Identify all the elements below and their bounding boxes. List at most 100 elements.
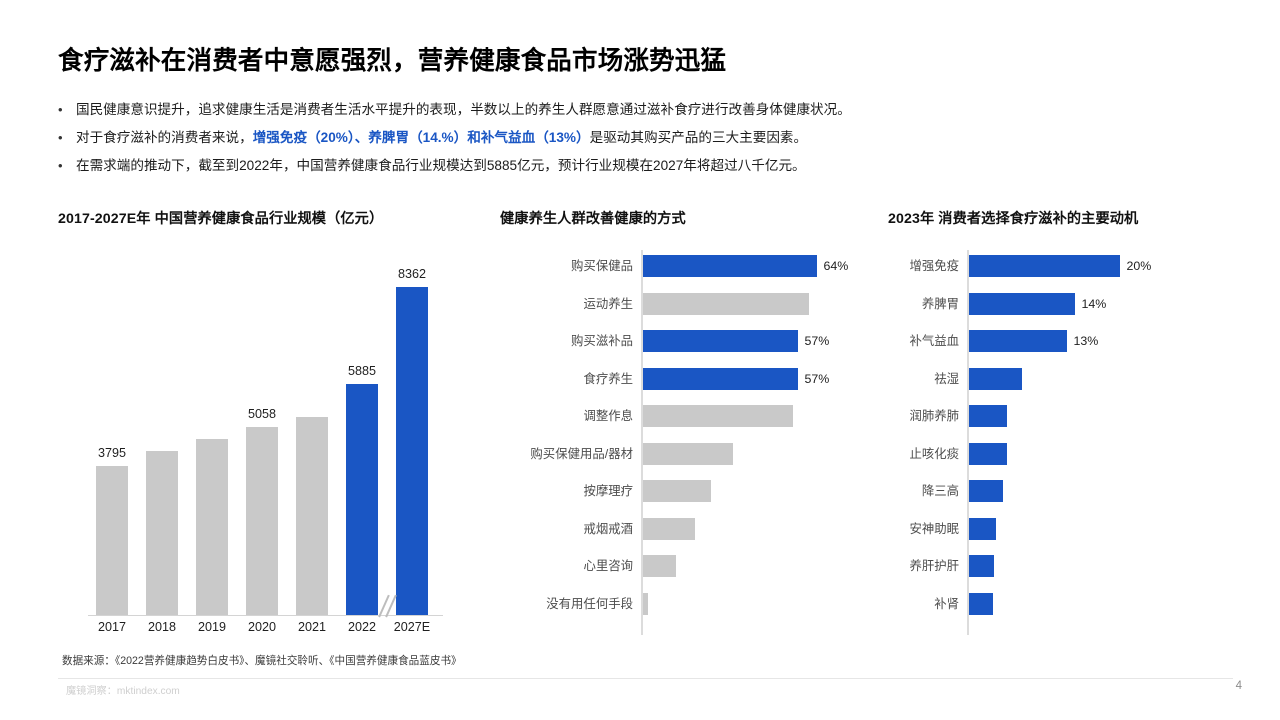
bar-category-label: 运动养生 [583, 296, 633, 311]
bar-value-label: 20% [1126, 259, 1152, 273]
column-value-label: 5885 [347, 364, 377, 378]
horizontal-bar [642, 555, 676, 577]
chart-panel-industry-scale: 2017-2027E年 中国营养健康食品行业规模（亿元） 3795 5058 588… [58, 208, 478, 642]
bar-category-label: 止咳化痰 [909, 446, 959, 461]
column-bar [96, 466, 128, 615]
axis-break-icon [378, 594, 400, 620]
bar-category-label: 增强免疫 [909, 259, 959, 273]
bullet-segment: 国民健康意识提升，追求健康生活是消费者生活水平提升的表现，半数以上的养生人群愿意… [76, 102, 851, 117]
bullet-text: 国民健康意识提升，追求健康生活是消费者生活水平提升的表现，半数以上的养生人群愿意… [76, 96, 1238, 124]
footer-divider [58, 678, 1233, 679]
bullet-marker-icon: • [58, 158, 63, 173]
bar-category-label: 调整作息 [583, 409, 633, 423]
bar-category-label: 戒烟戒酒 [583, 521, 633, 536]
horizontal-bar [642, 592, 648, 615]
bar-value-label: 13% [1073, 334, 1099, 348]
horizontal-bar [968, 442, 1007, 465]
chart-panel-motivations: 2023年 消费者选择食疗滋补的主要动机 增强免疫 20% 养脾胃 14% 补气益血 13… [888, 208, 1268, 639]
x-axis-tick-label: 2027E [393, 620, 431, 634]
bar-value-label: 14% [1081, 296, 1107, 311]
bullet-segment: 在需求端的推动下，截至到2022年，中国营养健康食品行业规模达到5885亿元，预… [76, 158, 806, 173]
bullet-text: 在需求端的推动下，截至到2022年，中国营养健康食品行业规模达到5885亿元，预… [76, 152, 1238, 180]
horizontal-bar [642, 367, 798, 390]
column-value-label: 5058 [247, 407, 277, 421]
chart-panel-health-methods: 健康养生人群改善健康的方式 购买保健品 64% 运动养生购买滋补品 57% 食疗养生 57… [500, 208, 880, 639]
x-axis-tick-label: 2021 [297, 620, 327, 634]
horizontal-bar [968, 405, 1007, 427]
bullet-segment: 对于食疗滋补的消费者来说， [76, 130, 253, 145]
bar-category-label: 降三高 [921, 484, 959, 498]
column-chart-plot: 3795 5058 5885 8362 [58, 242, 458, 618]
bar-category-label: 安神助眠 [909, 521, 959, 536]
horizontal-bar [642, 330, 798, 352]
column-bar [246, 427, 278, 615]
column-bar [146, 451, 178, 615]
bar-category-label: 按摩理疗 [583, 484, 633, 498]
column-bar [346, 384, 378, 615]
x-axis-tick-label: 2020 [247, 620, 277, 634]
footer-brand: 魔镜洞察：mktindex.com [66, 686, 180, 697]
x-axis-tick-label: 2022 [347, 620, 377, 634]
column-value-label: 8362 [397, 267, 427, 281]
x-axis-tick-label: 2017 [97, 620, 127, 634]
horizontal-bar [968, 292, 1075, 315]
chart-title-motivations: 2023年 消费者选择食疗滋补的主要动机 [888, 211, 1139, 227]
horizontal-bar [968, 517, 996, 540]
horizontal-bar [968, 255, 1120, 277]
source-note: 数据来源：《2022营养健康趋势白皮书》、魔镜社交聆听、《中国营养健康食品蓝皮书… [62, 655, 462, 667]
bar-category-label: 养肝护肝 [909, 559, 959, 573]
horizontal-bar [642, 517, 695, 540]
bullet-segment: 是驱动其购买产品的三大主要因素。 [589, 130, 808, 145]
bar-value-label: 64% [823, 259, 849, 273]
bullet-highlight: 增强免疫（20%）、养脾胃（14.%）和补气益血（13%） [252, 130, 590, 145]
x-axis-tick-label: 2019 [197, 620, 227, 634]
chart-title-health-methods: 健康养生人群改善健康的方式 [500, 211, 686, 227]
bar-category-label: 食疗养生 [583, 371, 633, 386]
page-number: 4 [1235, 680, 1242, 692]
bullet-marker-icon: • [58, 102, 63, 117]
horizontal-bar [642, 405, 793, 427]
y-axis-line [641, 250, 643, 635]
x-axis-labels: 2017 2018 2019 2020 2021 2022 2027E [58, 620, 458, 642]
horizontal-bar [642, 255, 817, 277]
x-axis-line [88, 614, 443, 616]
bar-category-label: 购买保健品 [571, 259, 633, 273]
horizontal-bar [968, 480, 1003, 502]
bar-value-label: 57% [804, 334, 830, 348]
bullet-item: • 国民健康意识提升，追求健康生活是消费者生活水平提升的表现，半数以上的养生人群愿… [58, 96, 1238, 124]
horizontal-bar [642, 480, 711, 502]
page-title: 食疗滋补在消费者中意愿强烈，营养健康食品市场涨势迅猛 [58, 47, 727, 75]
bullet-list: • 国民健康意识提升，追求健康生活是消费者生活水平提升的表现，半数以上的养生人群愿… [58, 96, 1238, 180]
horizontal-bar [968, 330, 1067, 352]
column-bar [296, 417, 328, 615]
horizontal-bar [642, 292, 809, 315]
bullet-marker-icon: • [58, 130, 63, 145]
horizontal-bar [642, 442, 733, 465]
column-chart: 3795 5058 5885 8362 2017 2018 2019 2020 2021 202… [58, 242, 458, 642]
bar-category-label: 购买保健用品/器材 [530, 446, 633, 461]
bullet-item: • 在需求端的推动下，截至到2022年，中国营养健康食品行业规模达到5885亿元，… [58, 152, 1238, 180]
bar-category-label: 祛湿 [934, 371, 959, 386]
horizontal-bar-chart-health-methods: 购买保健品 64% 运动养生购买滋补品 57% 食疗养生 57% 调整作息购买保健用品/器材… [500, 250, 880, 639]
bullet-text: 对于食疗滋补的消费者来说，增强免疫（20%）、养脾胃（14.%）和补气益血（13… [76, 124, 1238, 152]
column-bar [396, 287, 428, 615]
bar-category-label: 没有用任何手段 [546, 596, 633, 611]
bar-value-label: 57% [804, 371, 830, 386]
bar-category-label: 补气益血 [909, 334, 959, 348]
bullet-item: • 对于食疗滋补的消费者来说，增强免疫（20%）、养脾胃（14.%）和补气益血（1… [58, 124, 1238, 152]
bar-category-label: 补肾 [934, 596, 959, 611]
bar-category-label: 润肺养肺 [909, 409, 959, 423]
horizontal-bar [968, 555, 994, 577]
bar-category-label: 养脾胃 [921, 296, 959, 311]
bar-category-label: 心里咨询 [583, 559, 633, 573]
horizontal-bar [968, 592, 993, 615]
column-bar [196, 439, 228, 615]
horizontal-bar-chart-motivations: 增强免疫 20% 养脾胃 14% 补气益血 13% 祛湿润肺养肺止咳化痰降三高安神助眠养肝护… [888, 250, 1268, 639]
x-axis-tick-label: 2018 [147, 620, 177, 634]
horizontal-bar [968, 367, 1022, 390]
bar-category-label: 购买滋补品 [571, 334, 633, 348]
column-value-label: 3795 [97, 446, 127, 460]
chart-title-industry-scale: 2017-2027E年 中国营养健康食品行业规模（亿元） [58, 211, 384, 227]
y-axis-line [967, 250, 969, 635]
